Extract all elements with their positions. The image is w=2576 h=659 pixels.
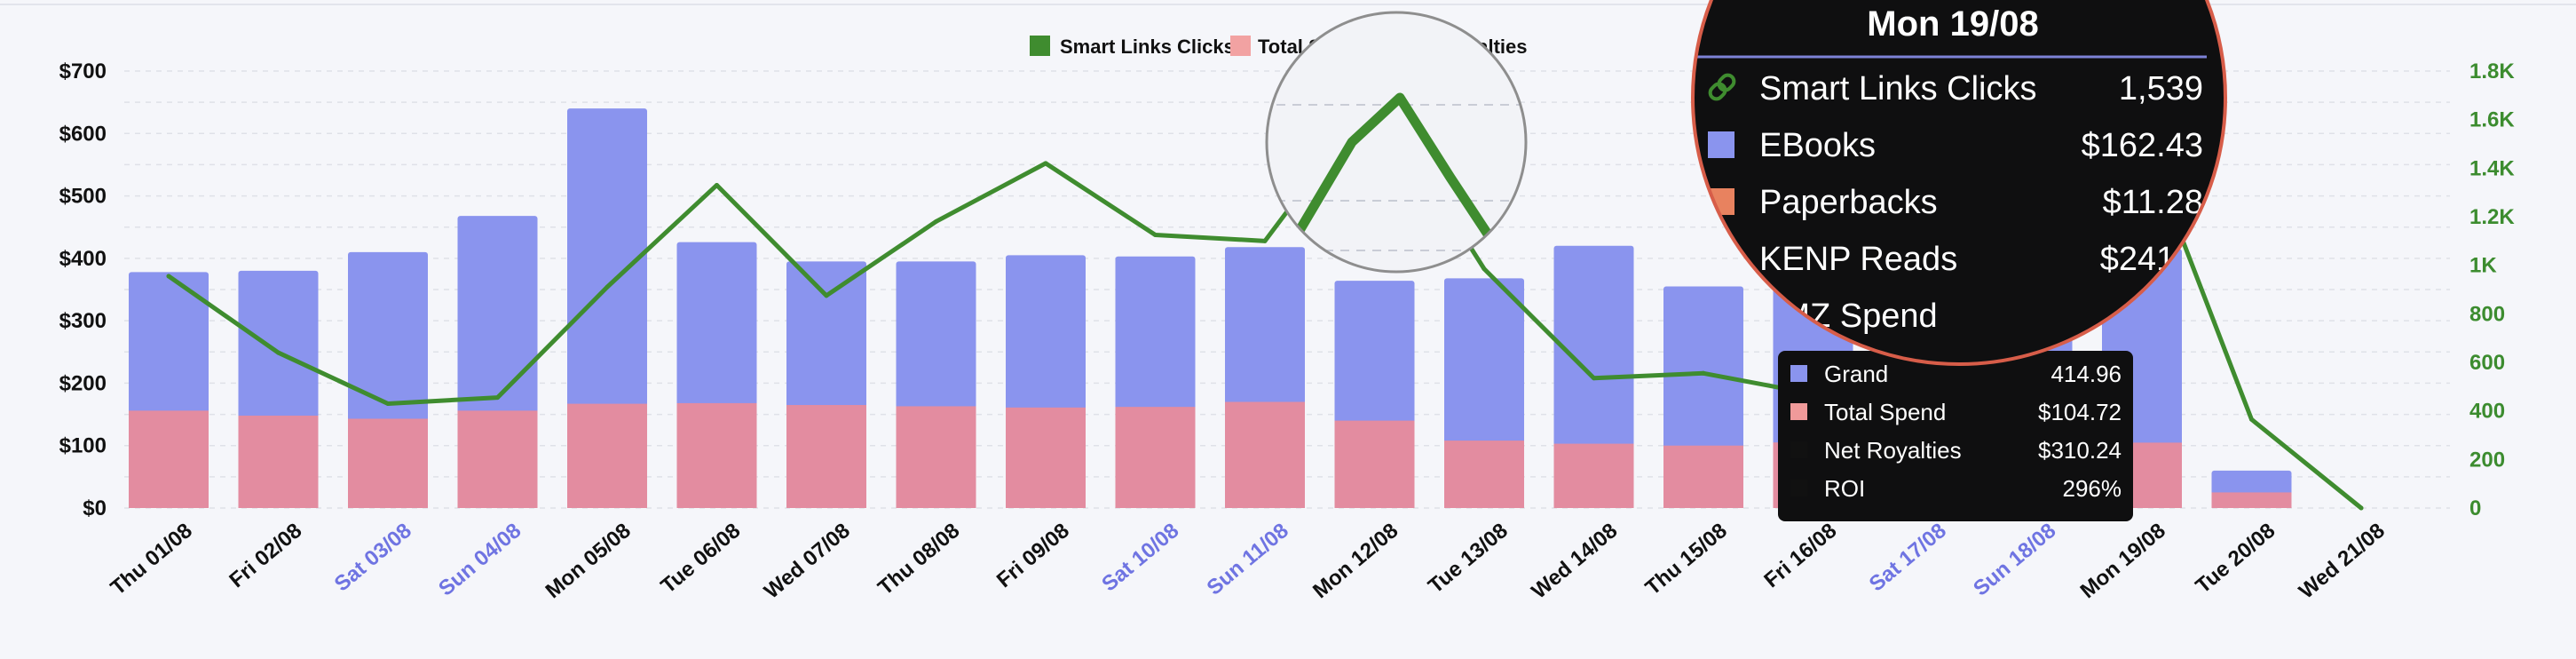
tooltip-small-value: 296%: [2063, 475, 2122, 502]
bar-total-spend: [676, 402, 757, 508]
line-point: [1592, 376, 1596, 381]
bar-total-spend: [1553, 443, 1634, 508]
tooltip-magnified-label: Paperbacks: [1759, 184, 1938, 221]
tooltip-small-label: ROI: [1824, 475, 1865, 502]
y-left-tick-label: $700: [59, 60, 107, 83]
legend-swatch-total-spend[interactable]: [1230, 36, 1251, 56]
line-point: [1262, 238, 1268, 243]
line-point: [2359, 505, 2364, 511]
y-left-tick-label: $400: [59, 247, 107, 271]
bar-total-spend: [1225, 401, 1305, 508]
bar-total-spend: [1006, 407, 1086, 508]
y-left-tick-label: $300: [59, 309, 107, 333]
tooltip-magnified-swatch: [1708, 131, 1734, 158]
y-left-tick-label: $100: [59, 434, 107, 458]
y-right-tick-label: 0: [2469, 496, 2481, 520]
y-left-tick-label: $600: [59, 122, 107, 146]
tooltip-magnified-value: $162.43: [2082, 127, 2203, 164]
link-icon-part: [1708, 82, 1727, 101]
tooltip-small-value: 414.96: [2051, 361, 2122, 387]
bar-total-spend: [1334, 420, 1415, 508]
y-right-tick-label: 1K: [2469, 254, 2497, 278]
y-right-tick-label: 1.2K: [2469, 205, 2515, 229]
bar-total-spend: [1444, 441, 1524, 508]
bar-total-spend: [238, 415, 319, 508]
tooltip-small-swatch: [1790, 365, 1807, 382]
line-point: [276, 350, 281, 355]
magnifier-lens-rim: [1265, 11, 1528, 274]
tooltip-magnified-label: KENP Reads: [1759, 241, 1957, 278]
line-point: [715, 182, 719, 187]
tooltip-small-box: [1778, 351, 2133, 521]
tooltip-small-label: Net Royalties: [1824, 437, 1962, 464]
line-point: [2249, 417, 2254, 422]
y-right-tick-label: 200: [2469, 448, 2505, 472]
tooltip-small-label: Grand: [1824, 361, 1888, 387]
bar-total-spend: [348, 418, 428, 508]
y-left-tick-label: $200: [59, 371, 107, 395]
link-icon-part: [1717, 73, 1736, 92]
tooltip-small-swatch: [1790, 480, 1807, 496]
bar-total-spend: [567, 403, 647, 508]
tooltip-small-swatch: [1790, 403, 1807, 420]
line-point: [495, 395, 500, 401]
line-point: [824, 293, 829, 298]
tooltip-magnified-value: 1,539: [2119, 70, 2203, 107]
link-icon: [1708, 73, 1736, 101]
line-point: [604, 284, 610, 290]
y-axis-left: $0 $100 $200 $300 $400 $500 $600 $700: [59, 60, 107, 520]
bar-total-spend: [457, 410, 538, 508]
y-right-tick-label: 400: [2469, 400, 2505, 424]
bar-total-spend: [786, 405, 866, 508]
bar-total-spend: [896, 406, 976, 508]
tooltip-small: Grand 414.96 Total Spend $104.72 Net Royalti…: [1778, 351, 2133, 521]
line-point: [166, 274, 171, 279]
y-right-tick-label: 1.8K: [2469, 60, 2515, 83]
magnifier-lens-fill: [1267, 12, 1526, 272]
legend-swatch-smart-links[interactable]: [1030, 36, 1050, 56]
y-right-tick-label: 1.4K: [2469, 156, 2515, 180]
bar-total-spend: [1115, 407, 1196, 508]
tooltip-small-value: $310.24: [2038, 437, 2122, 464]
y-axis-right: 0 200 400 600 800 1K 1.2K 1.4K 1.6K 1.8K: [2469, 60, 2515, 520]
line-point: [1043, 161, 1048, 166]
legend-label-smart-links[interactable]: Smart Links Clicks: [1060, 36, 1235, 58]
y-right-tick-label: 1.6K: [2469, 108, 2515, 132]
y-left-tick-label: $0: [83, 496, 107, 520]
tooltip-magnified-fill: [1693, 0, 2225, 364]
tooltip-small-label: Total Spend: [1824, 399, 1946, 425]
tooltip-magnified-rim: [1691, 0, 2227, 366]
tooltip-magnified-value: $11.28: [2103, 184, 2203, 221]
line-point: [934, 218, 938, 224]
y-left-tick-label: $500: [59, 185, 107, 209]
y-right-tick-label: 800: [2469, 302, 2505, 326]
magnifier-lens: [1265, 11, 1528, 274]
line-point: [1482, 266, 1487, 272]
tooltip-title: Mon 19/08: [1867, 4, 2038, 44]
line-point: [385, 401, 391, 406]
line-point: [1701, 370, 1706, 376]
lens-zoomed-line: [1273, 92, 1514, 272]
tooltip-small-value: $104.72: [2038, 399, 2122, 425]
line-point: [1153, 233, 1158, 237]
tooltip-magnified-label: Smart Links Clicks: [1759, 70, 2037, 107]
y-right-tick-label: 600: [2469, 351, 2505, 375]
bar-total-spend: [2211, 492, 2292, 508]
tooltip-small-swatch: [1790, 441, 1807, 458]
bar-total-spend: [1663, 445, 1743, 508]
tooltip-magnified: Mon 19/08 Smart Links Clicks 1,539 EBooks $…: [1691, 0, 2227, 366]
bar-total-spend: [129, 410, 209, 508]
tooltip-magnified-label: EBooks: [1759, 127, 1876, 164]
